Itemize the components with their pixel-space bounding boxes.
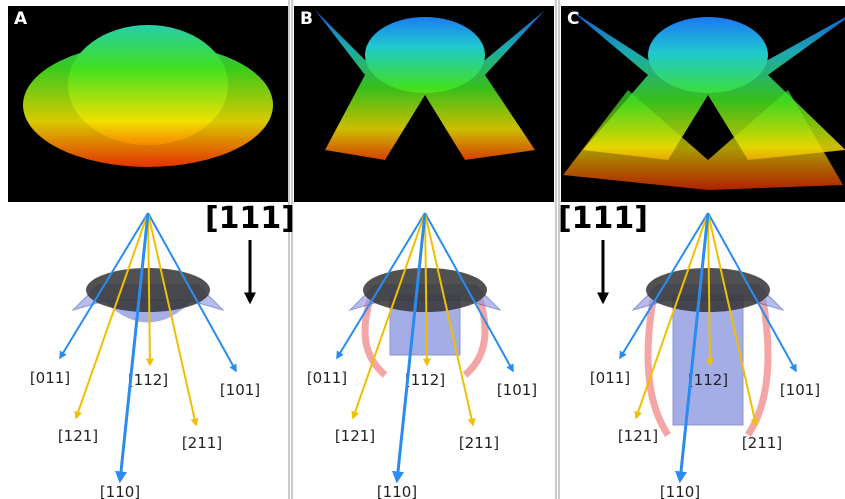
- vector: [148, 213, 150, 365]
- cylinder: [673, 295, 743, 425]
- vector-label: [121]: [58, 427, 98, 445]
- panel-label: C: [567, 9, 579, 29]
- vector-label: [211]: [182, 434, 222, 452]
- vector-label: [110]: [660, 483, 700, 499]
- vector-label: [112]: [688, 371, 728, 389]
- vector-label: [112]: [128, 371, 168, 389]
- panel-label: B: [300, 9, 313, 29]
- figure: A [011] [112] [101] [121] [211] [110] [111] B [01…: [0, 0, 845, 499]
- panel-label: A: [14, 9, 28, 29]
- vector-label: [211]: [459, 434, 499, 452]
- point-cloud: [648, 17, 768, 93]
- vector-label: [101]: [780, 381, 820, 399]
- vector-label: [011]: [307, 369, 347, 387]
- loop: [648, 300, 668, 435]
- point-cloud: [365, 17, 485, 93]
- vector-label: [121]: [335, 427, 375, 445]
- vector-label: [110]: [100, 483, 140, 499]
- direction-label: [111]: [205, 201, 295, 236]
- panel: A [011] [112] [101] [121] [211] [110] [111]: [8, 6, 295, 499]
- vector-label: [112]: [405, 371, 445, 389]
- panel: B [011] [112] [101] [121] [211] [110]: [294, 6, 554, 499]
- loop: [748, 300, 768, 435]
- panel: C [011] [112] [101] [121] [211] [110] [111]: [558, 6, 845, 499]
- loop: [465, 300, 485, 375]
- vector-label: [121]: [618, 427, 658, 445]
- vector-label: [101]: [220, 381, 260, 399]
- direction-label: [111]: [558, 201, 648, 236]
- vector-label: [011]: [590, 369, 630, 387]
- vector-label: [110]: [377, 483, 417, 499]
- vector-label: [011]: [30, 369, 70, 387]
- vector-label: [101]: [497, 381, 537, 399]
- point-cloud: [68, 25, 228, 145]
- vector-label: [211]: [742, 434, 782, 452]
